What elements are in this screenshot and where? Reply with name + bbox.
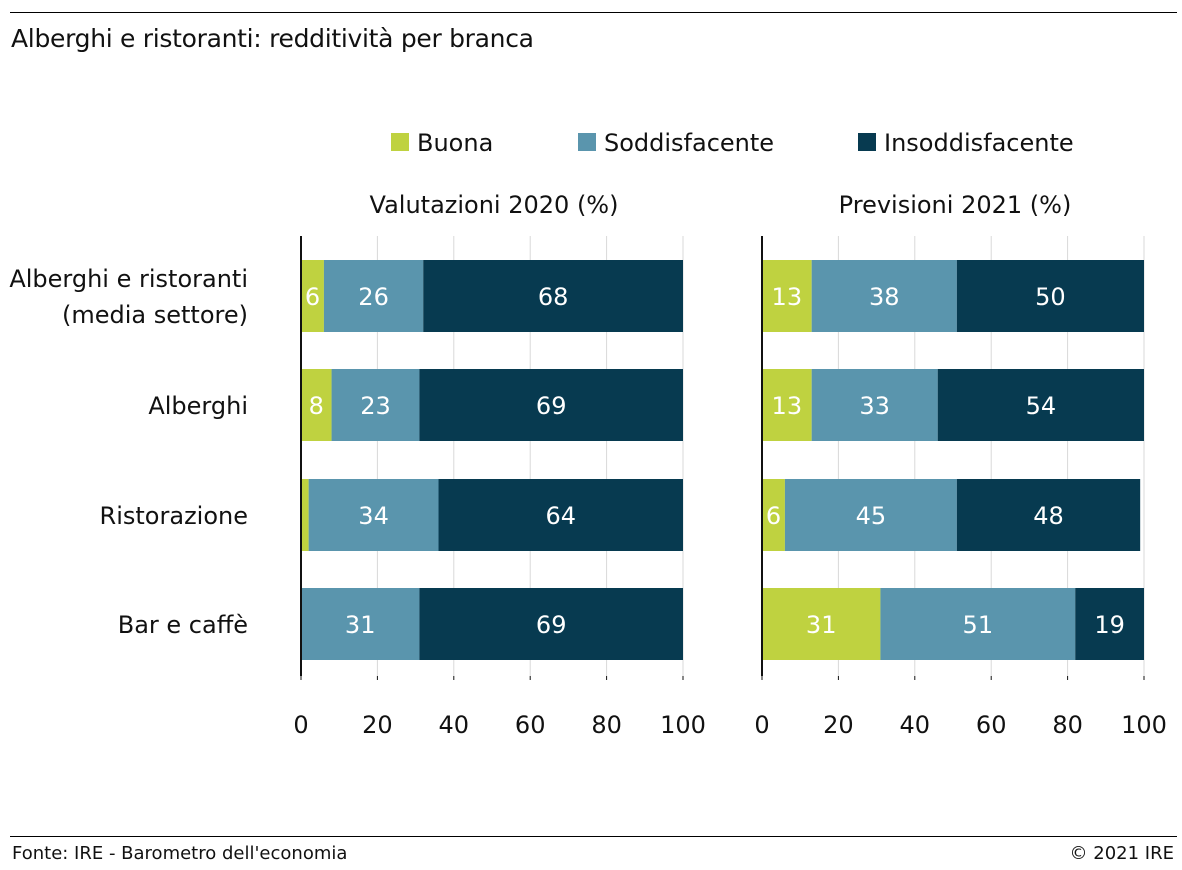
data-label: 8 (309, 392, 324, 420)
bar-soddisfacente (323, 260, 424, 332)
bar-insoddisfacente (438, 479, 683, 551)
x-tick-label: 100 (660, 711, 706, 739)
data-label: 45 (856, 502, 887, 530)
data-label: 26 (358, 283, 389, 311)
bar-insoddisfacente (1075, 588, 1144, 660)
data-label: 64 (545, 502, 576, 530)
data-label: 38 (869, 283, 900, 311)
x-tick-label: 100 (1121, 711, 1167, 739)
x-tick-label: 0 (293, 711, 308, 739)
data-label: 51 (963, 611, 994, 639)
data-label: 6 (305, 283, 320, 311)
x-tick-label: 60 (976, 711, 1007, 739)
data-label: 34 (358, 502, 389, 530)
x-tick-label: 20 (362, 711, 393, 739)
data-label: 19 (1094, 611, 1125, 639)
x-tick-label: 20 (823, 711, 854, 739)
x-tick-label: 0 (754, 711, 769, 739)
data-label: 48 (1033, 502, 1064, 530)
category-label: Ristorazione (100, 502, 248, 530)
legend-label-buona: Buona (417, 129, 493, 157)
panel-title: Previsioni 2021 (%) (839, 191, 1072, 219)
category-label: Alberghi e ristoranti (9, 265, 248, 293)
x-tick-label: 80 (591, 711, 622, 739)
category-label: Bar e caffè (118, 611, 248, 639)
legend-swatch-buona (391, 133, 409, 151)
bar-insoddisfacente (956, 479, 1141, 551)
data-label: 13 (772, 283, 803, 311)
bar-soddisfacente (811, 260, 957, 332)
x-tick-label: 40 (900, 711, 931, 739)
bar-soddisfacente (331, 369, 420, 441)
legend-label-soddisfacente: Soddisfacente (604, 129, 774, 157)
chart-title: Alberghi e ristoranti: redditività per b… (11, 24, 534, 53)
x-tick-label: 40 (439, 711, 470, 739)
footer-copyright: © 2021 IRE (1069, 843, 1174, 864)
data-label: 23 (360, 392, 391, 420)
data-label: 50 (1035, 283, 1066, 311)
top-rule (10, 12, 1177, 13)
data-label: 6 (766, 502, 781, 530)
data-label: 33 (859, 392, 890, 420)
bar-buona (301, 260, 324, 332)
bottom-rule (10, 836, 1177, 837)
data-label: 69 (536, 392, 567, 420)
legend-swatch-insoddisfacente (858, 133, 876, 151)
data-label: 69 (536, 611, 567, 639)
footer-source: Fonte: IRE - Barometro dell'economia (12, 843, 348, 864)
bar-soddisfacente (784, 479, 957, 551)
category-label: (media settore) (62, 301, 248, 329)
bar-soddisfacente (301, 588, 420, 660)
bar-insoddisfacente (419, 588, 683, 660)
bar-buona (762, 260, 812, 332)
x-tick-label: 80 (1052, 711, 1083, 739)
legend-label-insoddisfacente: Insoddisfacente (884, 129, 1074, 157)
category-label: Alberghi (148, 392, 248, 420)
data-label: 68 (538, 283, 569, 311)
bar-buona (762, 479, 785, 551)
data-label: 54 (1026, 392, 1057, 420)
bar-soddisfacente (308, 479, 439, 551)
x-tick-label: 60 (515, 711, 546, 739)
bar-insoddisfacente (423, 260, 683, 332)
bar-buona (301, 369, 332, 441)
bar-soddisfacente (880, 588, 1076, 660)
bar-insoddisfacente (956, 260, 1144, 332)
data-label: 31 (345, 611, 376, 639)
bar-soddisfacente (811, 369, 938, 441)
data-label: 13 (772, 392, 803, 420)
chart-area: Buona Soddisfacente Insoddisfacente Albergh… (9, 129, 1167, 739)
bar-buona (762, 369, 812, 441)
bar-buona (762, 588, 881, 660)
data-label: 31 (806, 611, 837, 639)
bar-insoddisfacente (937, 369, 1144, 441)
bar-buona (301, 479, 309, 551)
panel-title: Valutazioni 2020 (%) (370, 191, 619, 219)
bar-insoddisfacente (419, 369, 683, 441)
legend-swatch-soddisfacente (578, 133, 596, 151)
